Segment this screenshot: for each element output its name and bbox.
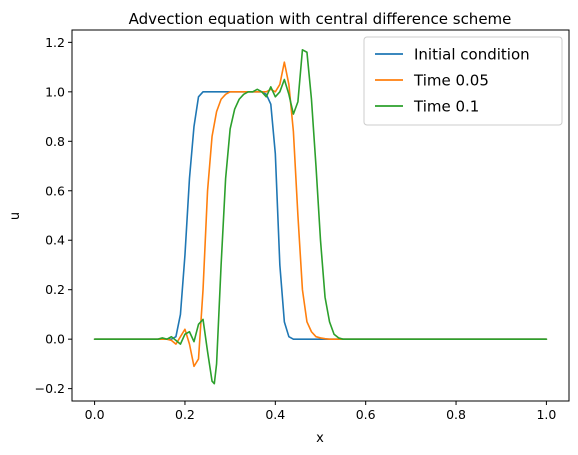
y-tick-label: 0.2 bbox=[45, 282, 65, 297]
y-tick-label: −0.2 bbox=[35, 381, 65, 396]
legend-box bbox=[363, 36, 563, 126]
x-tick-label: 0.4 bbox=[265, 407, 285, 422]
x-tick-label: 0.2 bbox=[175, 407, 195, 422]
y-axis-ticks: −0.2 0.0 0.2 0.4 0.6 0.8 1.0 1.2 bbox=[35, 35, 72, 396]
y-tick-label: 0.8 bbox=[45, 134, 65, 149]
x-tick-label: 0.8 bbox=[446, 407, 466, 422]
plot-frame bbox=[71, 29, 570, 402]
y-tick-label: 0.0 bbox=[45, 332, 65, 347]
series-line-3 bbox=[93, 48, 548, 385]
x-tick-label: 1.0 bbox=[536, 407, 556, 422]
legend-label: Time 0.1 bbox=[413, 98, 479, 116]
legend-label: Initial condition bbox=[414, 46, 530, 64]
y-tick-label: 1.0 bbox=[45, 84, 65, 99]
chart-title: Advection equation with central differen… bbox=[129, 10, 512, 28]
legend-label: Time 0.05 bbox=[413, 72, 489, 90]
series-layer bbox=[93, 48, 548, 385]
x-axis-ticks: 0.0 0.2 0.4 0.6 0.8 1.0 bbox=[85, 401, 556, 422]
legend: Initial condition Time 0.05 Time 0.1 bbox=[363, 36, 563, 126]
y-tick-label: 0.6 bbox=[45, 183, 65, 198]
x-tick-label: 0.6 bbox=[356, 407, 376, 422]
y-tick-label: 1.2 bbox=[45, 35, 65, 50]
x-tick-label: 0.0 bbox=[85, 407, 105, 422]
series-line-1 bbox=[93, 91, 548, 340]
y-tick-label: 0.4 bbox=[45, 233, 65, 248]
y-axis-label: u bbox=[8, 212, 23, 220]
plot-area bbox=[71, 29, 570, 402]
x-axis-label: x bbox=[316, 431, 324, 446]
series-line-2 bbox=[93, 61, 548, 368]
